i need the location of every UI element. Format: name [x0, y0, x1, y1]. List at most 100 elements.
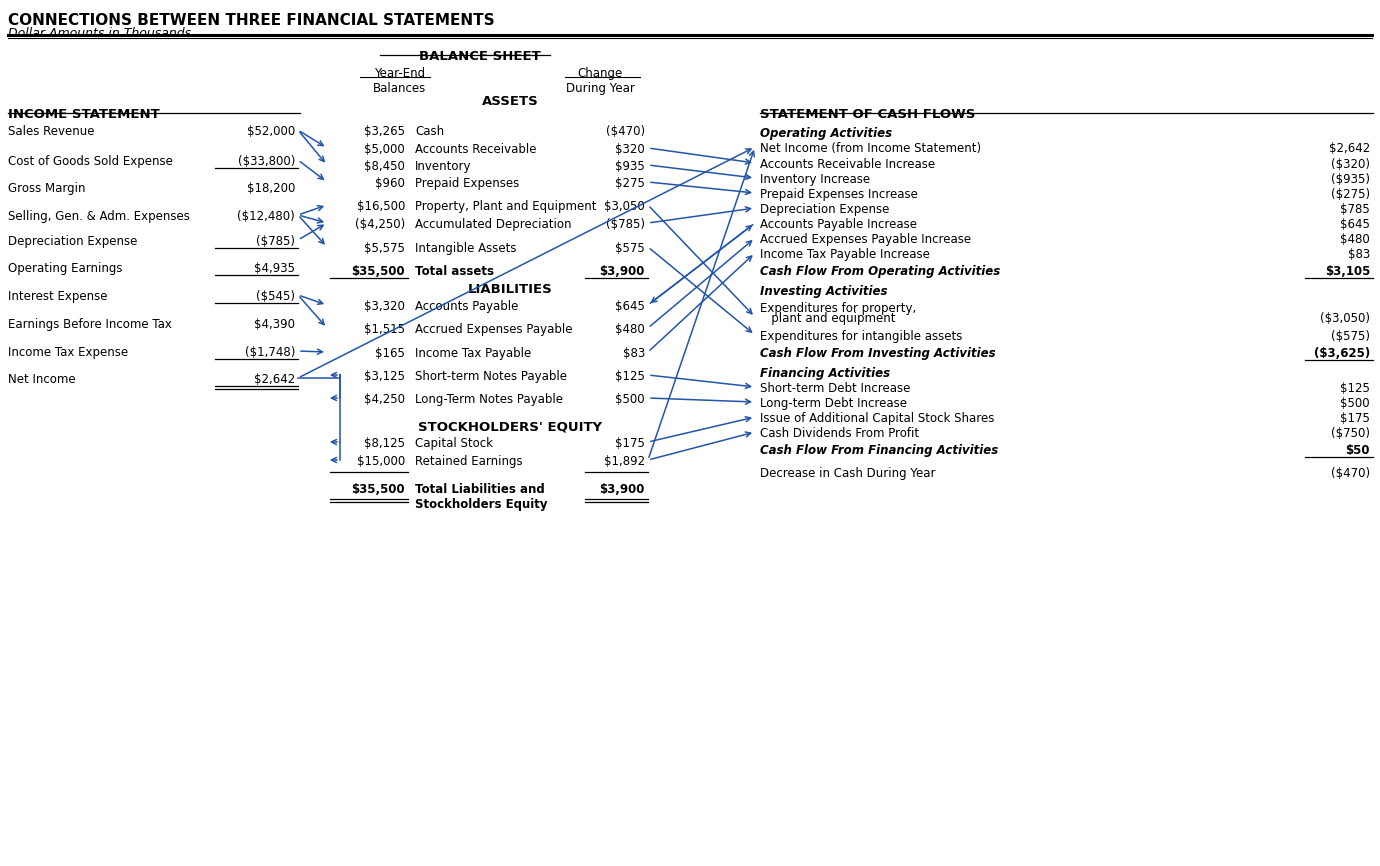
Text: $785: $785 [1340, 203, 1370, 216]
Text: Sales Revenue: Sales Revenue [8, 125, 94, 138]
Text: $35,500: $35,500 [352, 483, 404, 496]
Text: Financing Activities: Financing Activities [760, 367, 890, 380]
Text: Accrued Expenses Payable Increase: Accrued Expenses Payable Increase [760, 233, 972, 246]
Text: ASSETS: ASSETS [482, 95, 538, 108]
Text: Expenditures for intangible assets: Expenditures for intangible assets [760, 330, 962, 343]
Text: ($470): ($470) [606, 125, 644, 138]
Text: Issue of Additional Capital Stock Shares: Issue of Additional Capital Stock Shares [760, 412, 995, 425]
Text: $1,892: $1,892 [604, 455, 644, 468]
Text: Operating Earnings: Operating Earnings [8, 262, 123, 275]
Text: ($785): ($785) [606, 218, 644, 231]
Text: Gross Margin: Gross Margin [8, 182, 86, 195]
Text: Expenditures for property,: Expenditures for property, [760, 302, 916, 315]
Text: Operating Activities: Operating Activities [760, 127, 891, 140]
Text: Net Income: Net Income [8, 373, 76, 386]
Text: ($12,480): ($12,480) [237, 210, 295, 223]
Text: CONNECTIONS BETWEEN THREE FINANCIAL STATEMENTS: CONNECTIONS BETWEEN THREE FINANCIAL STAT… [8, 13, 494, 28]
Text: $125: $125 [1340, 382, 1370, 395]
Text: $5,000: $5,000 [364, 143, 404, 156]
Text: ($1,748): ($1,748) [244, 346, 295, 359]
Text: Retained Earnings: Retained Earnings [415, 455, 523, 468]
Text: Long-Term Notes Payable: Long-Term Notes Payable [415, 393, 563, 406]
Text: Decrease in Cash During Year: Decrease in Cash During Year [760, 467, 936, 480]
Text: ($935): ($935) [1330, 173, 1370, 186]
Text: Earnings Before Income Tax: Earnings Before Income Tax [8, 318, 172, 331]
Text: Income Tax Payable: Income Tax Payable [415, 347, 531, 360]
Text: ($3,050): ($3,050) [1321, 312, 1370, 325]
Text: Accounts Payable: Accounts Payable [415, 300, 519, 313]
Text: $320: $320 [615, 143, 644, 156]
Text: Accrued Expenses Payable: Accrued Expenses Payable [415, 323, 573, 336]
Text: Interest Expense: Interest Expense [8, 290, 108, 303]
Text: Selling, Gen. & Adm. Expenses: Selling, Gen. & Adm. Expenses [8, 210, 190, 223]
Text: Inventory: Inventory [415, 160, 472, 173]
Text: Income Tax Payable Increase: Income Tax Payable Increase [760, 248, 930, 261]
Text: Depreciation Expense: Depreciation Expense [8, 235, 138, 248]
Text: ($785): ($785) [257, 235, 295, 248]
Text: Accumulated Depreciation: Accumulated Depreciation [415, 218, 571, 231]
Text: $3,050: $3,050 [604, 200, 644, 213]
Text: Capital Stock: Capital Stock [415, 437, 493, 450]
Text: Year-End
Balances: Year-End Balances [374, 67, 426, 95]
Text: $18,200: $18,200 [247, 182, 295, 195]
Text: Cash: Cash [415, 125, 444, 138]
Text: $35,500: $35,500 [352, 265, 404, 278]
Text: $83: $83 [1348, 248, 1370, 261]
Text: ($575): ($575) [1330, 330, 1370, 343]
Text: ($320): ($320) [1330, 158, 1370, 171]
Text: $3,900: $3,900 [600, 483, 644, 496]
Text: $3,125: $3,125 [364, 370, 404, 383]
Text: $3,105: $3,105 [1325, 265, 1370, 278]
Text: $16,500: $16,500 [356, 200, 404, 213]
Text: $2,642: $2,642 [254, 373, 295, 386]
Text: Investing Activities: Investing Activities [760, 285, 887, 298]
Text: Dollar Amounts in Thousands: Dollar Amounts in Thousands [8, 27, 190, 40]
Text: Cash Dividends From Profit: Cash Dividends From Profit [760, 427, 919, 440]
Text: $3,320: $3,320 [364, 300, 404, 313]
Text: $165: $165 [375, 347, 404, 360]
Text: $175: $175 [1340, 412, 1370, 425]
Text: Short-term Debt Increase: Short-term Debt Increase [760, 382, 911, 395]
Text: $125: $125 [615, 370, 644, 383]
Text: $960: $960 [375, 177, 404, 190]
Text: ($275): ($275) [1330, 188, 1370, 201]
Text: $480: $480 [1340, 233, 1370, 246]
Text: $4,935: $4,935 [254, 262, 295, 275]
Text: $275: $275 [615, 177, 644, 190]
Text: $52,000: $52,000 [247, 125, 295, 138]
Text: Accounts Receivable Increase: Accounts Receivable Increase [760, 158, 936, 171]
Text: $15,000: $15,000 [357, 455, 404, 468]
Text: $1,515: $1,515 [364, 323, 404, 336]
Text: STATEMENT OF CASH FLOWS: STATEMENT OF CASH FLOWS [760, 108, 976, 121]
Text: $480: $480 [615, 323, 644, 336]
Text: Accounts Receivable: Accounts Receivable [415, 143, 537, 156]
Text: $3,900: $3,900 [600, 265, 644, 278]
Text: Cash Flow From Investing Activities: Cash Flow From Investing Activities [760, 347, 995, 360]
Text: $500: $500 [1340, 397, 1370, 410]
Text: $50: $50 [1346, 444, 1370, 457]
Text: Total Liabilities and
Stockholders Equity: Total Liabilities and Stockholders Equit… [415, 483, 548, 511]
Text: Short-term Notes Payable: Short-term Notes Payable [415, 370, 567, 383]
Text: ($750): ($750) [1330, 427, 1370, 440]
Text: STOCKHOLDERS' EQUITY: STOCKHOLDERS' EQUITY [418, 420, 602, 433]
Text: LIABILITIES: LIABILITIES [468, 283, 552, 296]
Text: INCOME STATEMENT: INCOME STATEMENT [8, 108, 160, 121]
Text: Total assets: Total assets [415, 265, 494, 278]
Text: ($33,800): ($33,800) [237, 155, 295, 168]
Text: ($4,250): ($4,250) [355, 218, 404, 231]
Text: $175: $175 [615, 437, 644, 450]
Text: $4,250: $4,250 [364, 393, 404, 406]
Text: $575: $575 [615, 242, 644, 255]
Text: $8,125: $8,125 [364, 437, 404, 450]
Text: $935: $935 [615, 160, 644, 173]
Text: Accounts Payable Increase: Accounts Payable Increase [760, 218, 916, 231]
Text: Property, Plant and Equipment: Property, Plant and Equipment [415, 200, 596, 213]
Text: Income Tax Expense: Income Tax Expense [8, 346, 128, 359]
Text: Long-term Debt Increase: Long-term Debt Increase [760, 397, 907, 410]
Text: $645: $645 [615, 300, 644, 313]
Text: $645: $645 [1340, 218, 1370, 231]
Text: plant and equipment: plant and equipment [760, 312, 896, 325]
Text: ($3,625): ($3,625) [1314, 347, 1370, 360]
Text: $8,450: $8,450 [364, 160, 404, 173]
Text: $4,390: $4,390 [254, 318, 295, 331]
